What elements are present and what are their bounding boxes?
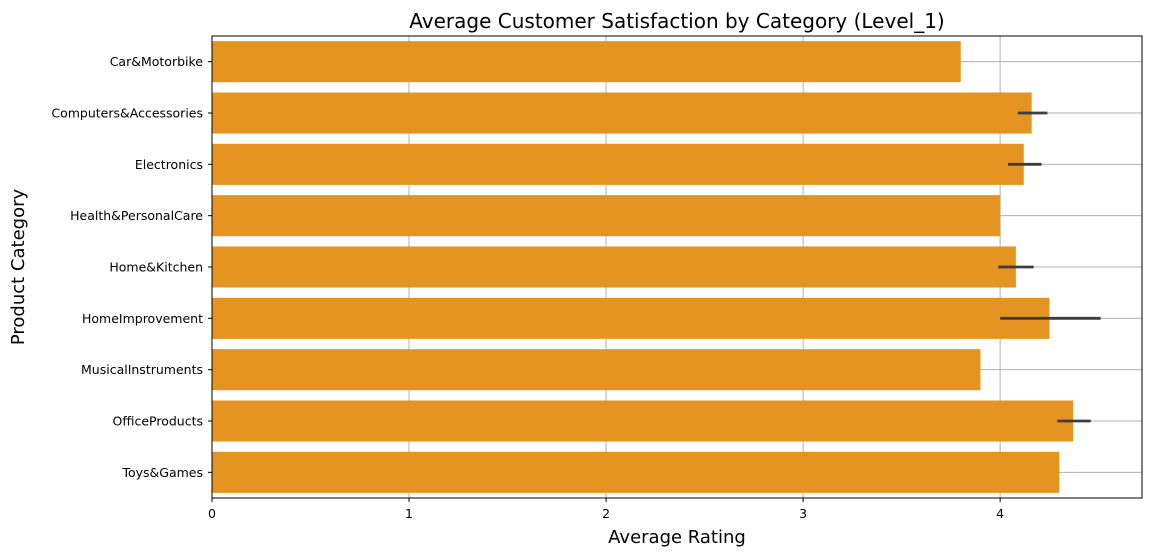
bars — [212, 41, 1074, 493]
x-tick-label: 0 — [208, 506, 216, 521]
chart-title: Average Customer Satisfaction by Categor… — [409, 9, 944, 33]
x-tick-label: 1 — [405, 506, 413, 521]
x-tick-label: 3 — [799, 506, 807, 521]
y-tick-label: HomeImprovement — [82, 311, 203, 326]
x-tick-label: 4 — [996, 506, 1004, 521]
y-tick-label: Health&PersonalCare — [70, 208, 203, 223]
y-tick-label: Computers&Accessories — [51, 106, 203, 121]
bar — [212, 92, 1032, 134]
bar — [212, 400, 1074, 442]
y-tick-label: Home&Kitchen — [109, 260, 203, 275]
bar — [212, 451, 1060, 493]
y-tick-label: OfficeProducts — [113, 414, 203, 429]
x-tick-label: 2 — [602, 506, 610, 521]
bar — [212, 246, 1016, 288]
error-bars — [998, 111, 1101, 423]
bar — [212, 195, 1001, 237]
y-axis-ticks: Car&Motorbike Computers&Accessories Electr… — [51, 54, 212, 480]
x-axis-ticks: 0 1 2 3 4 — [208, 498, 1004, 521]
y-axis-label: Product Category — [8, 189, 29, 346]
y-tick-label: MusicalInstruments — [81, 362, 203, 377]
x-axis-label: Average Rating — [608, 527, 746, 548]
bar — [212, 41, 961, 83]
bar — [212, 297, 1050, 339]
y-tick-label: Car&Motorbike — [110, 54, 204, 69]
bar — [212, 143, 1024, 185]
y-tick-label: Toys&Games — [121, 465, 203, 480]
y-tick-label: Electronics — [135, 157, 203, 172]
bar — [212, 349, 981, 391]
